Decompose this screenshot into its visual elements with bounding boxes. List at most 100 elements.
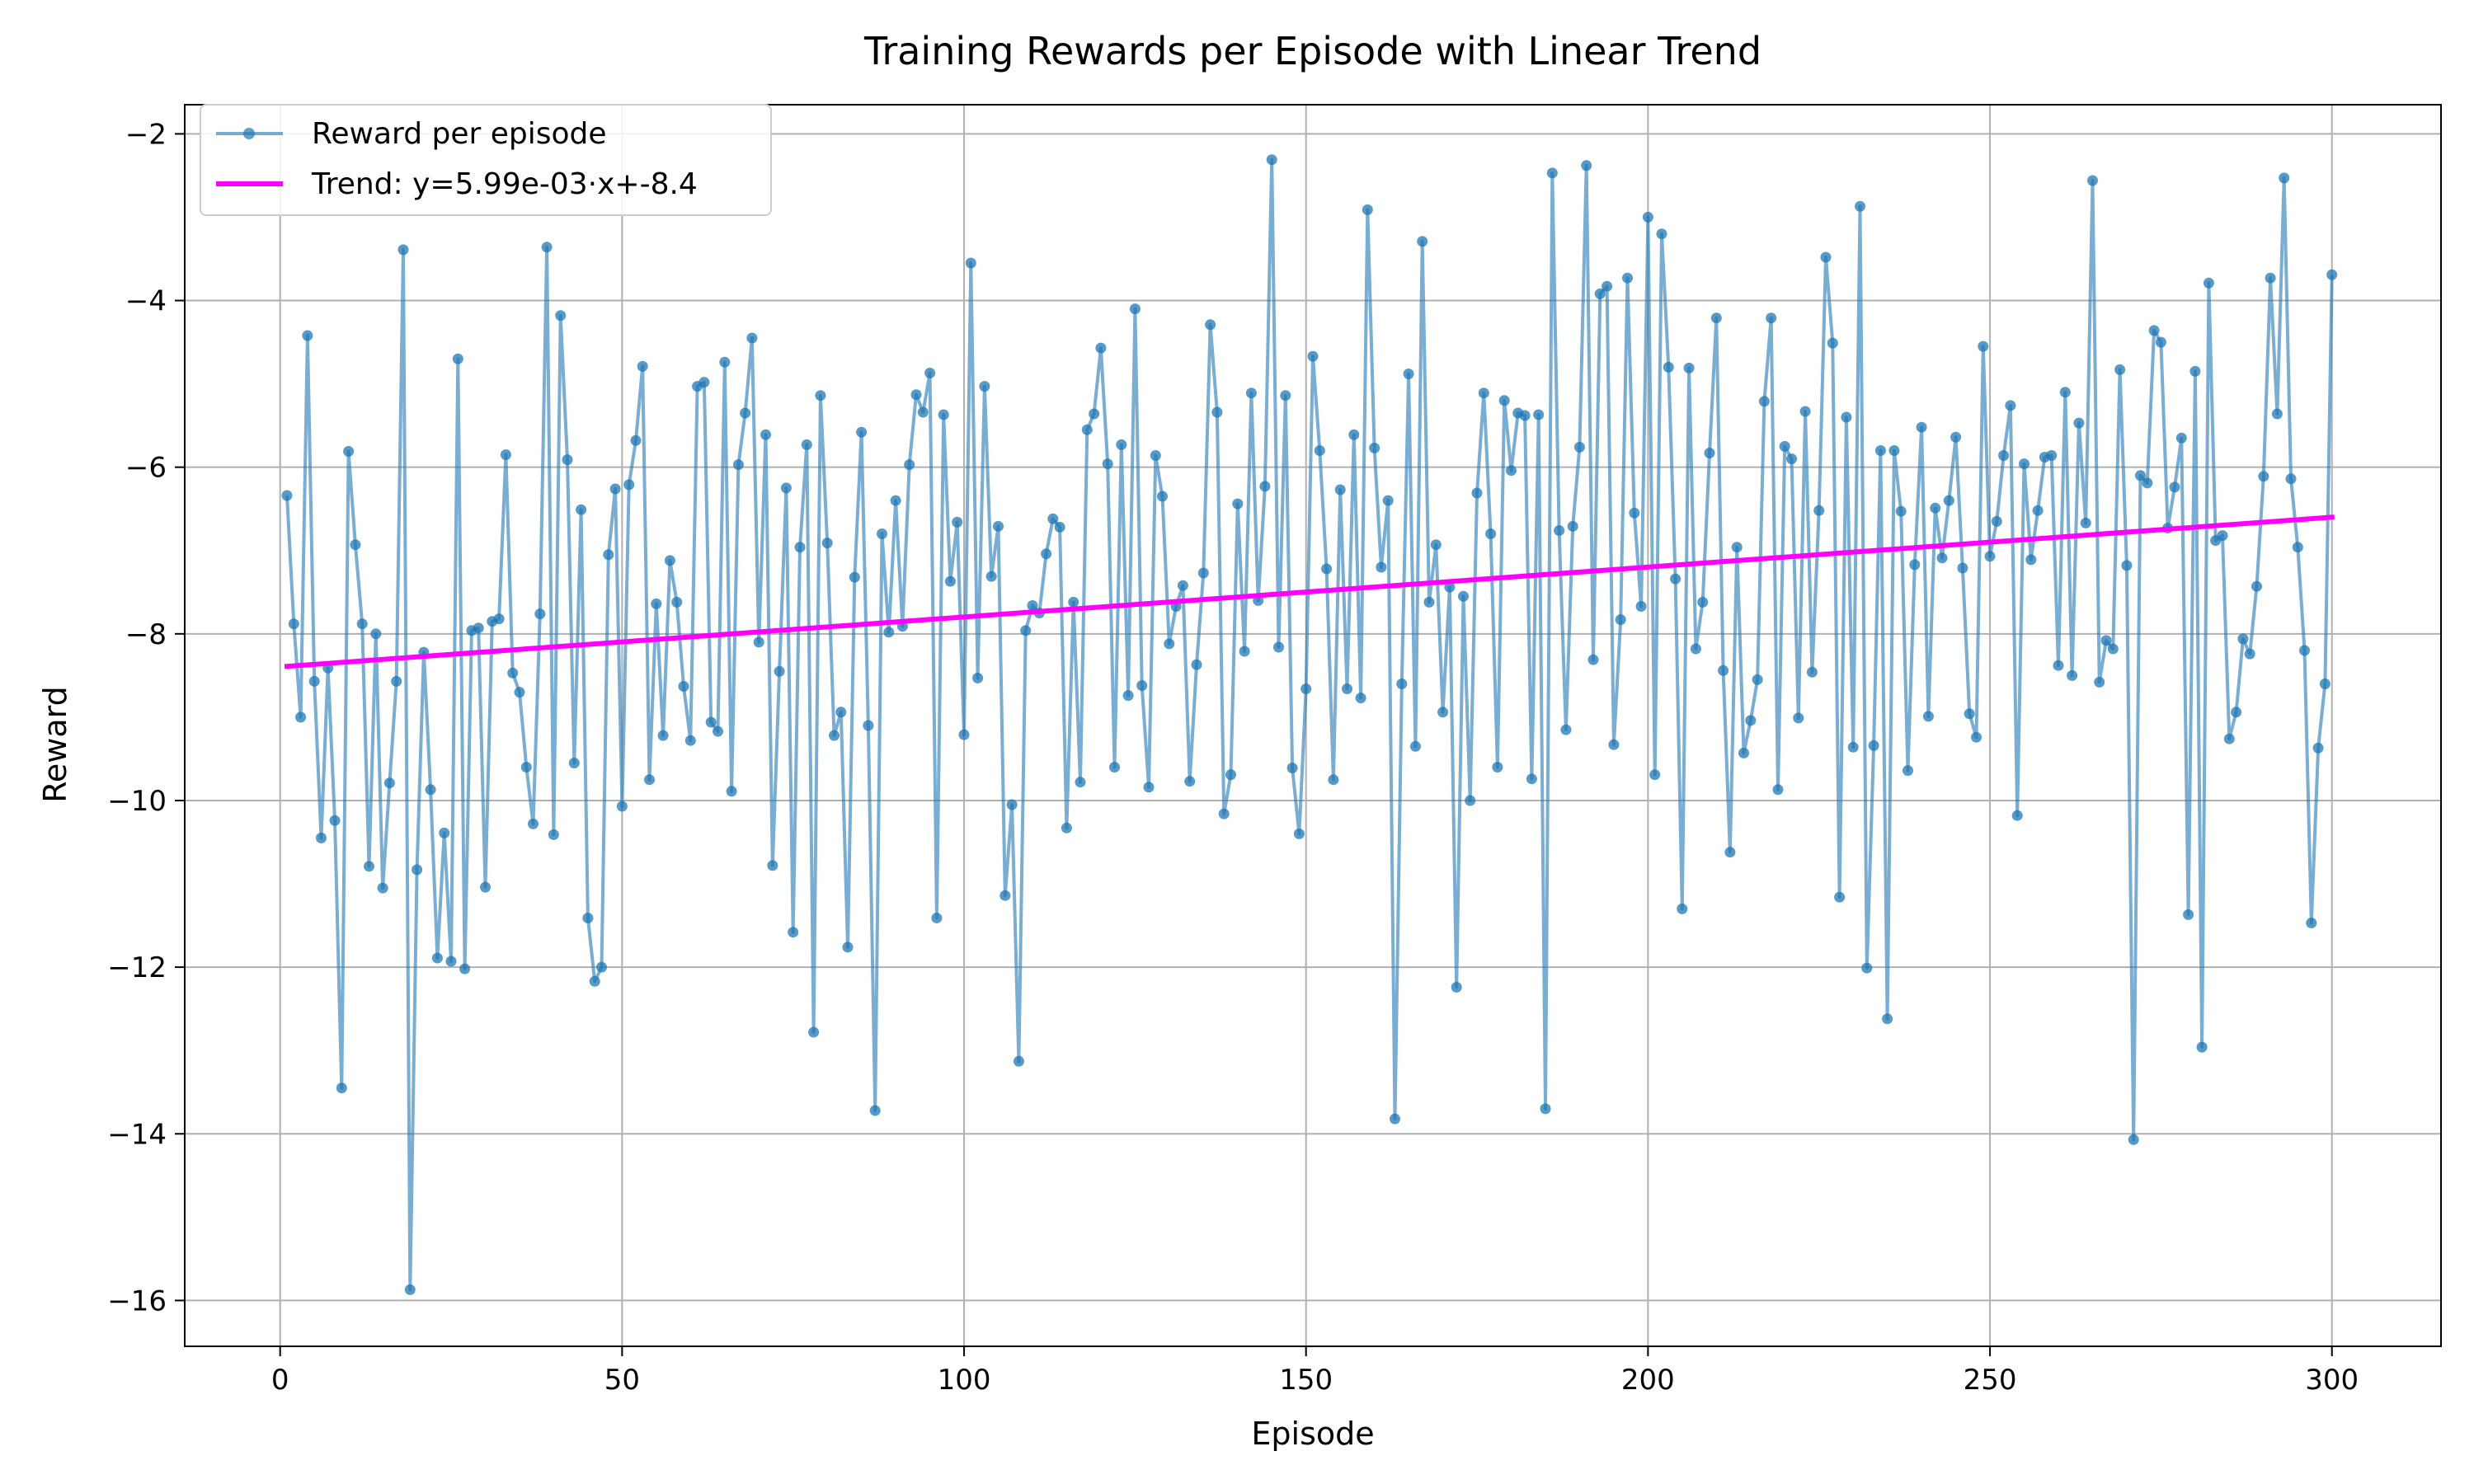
reward-point (1342, 683, 1352, 694)
y-axis-title: Reward (37, 686, 73, 803)
reward-point (425, 784, 436, 796)
reward-point (2114, 364, 2126, 375)
reward-point (1492, 762, 1503, 773)
reward-point (2100, 635, 2112, 646)
reward-point (1861, 962, 1873, 974)
reward-point (767, 860, 778, 871)
reward-point (842, 942, 854, 953)
reward-point (1540, 1103, 1551, 1115)
reward-point (514, 687, 525, 698)
reward-point (609, 483, 621, 495)
reward-point (1922, 711, 1934, 722)
reward-point (1936, 552, 1948, 564)
reward-point (1718, 665, 1729, 676)
reward-point (493, 613, 505, 625)
reward-point (1245, 387, 1257, 399)
reward-point (2265, 272, 2276, 284)
reward-point (1710, 312, 1722, 324)
reward-point (1075, 777, 1086, 788)
reward-point (562, 454, 573, 466)
plot-frame (184, 104, 2442, 1347)
reward-point (753, 636, 764, 648)
reward-point (2271, 408, 2283, 420)
reward-point (944, 575, 956, 587)
reward-point (1300, 683, 1312, 694)
reward-point (1820, 251, 1832, 263)
x-tick-label: 0 (271, 1364, 289, 1397)
y-tick-label: −14 (107, 1118, 167, 1151)
reward-point (910, 389, 922, 401)
reward-point (2203, 277, 2214, 289)
reward-point (2175, 432, 2187, 444)
reward-point (582, 913, 594, 923)
reward-point (288, 618, 299, 630)
reward-point (555, 310, 567, 322)
reward-point (1635, 601, 1647, 612)
reward-point (1943, 495, 1954, 506)
reward-point (1615, 614, 1626, 626)
reward-point (2258, 471, 2269, 482)
reward-point (1396, 679, 1408, 689)
reward-point (1855, 200, 1865, 212)
reward-point (1307, 350, 1319, 362)
reward-point (726, 786, 737, 797)
reward-point (1533, 409, 1545, 420)
reward-point (2080, 517, 2091, 528)
reward-point (1916, 421, 1927, 433)
reward-point (1129, 303, 1141, 315)
reward-point (329, 815, 341, 826)
reward-point (1089, 408, 1100, 420)
reward-point (1369, 442, 1380, 453)
reward-point (1546, 167, 1558, 179)
reward-point (2189, 365, 2201, 377)
reward-point (1280, 390, 1291, 402)
reward-point (1554, 525, 1565, 536)
reward-point (1957, 562, 1968, 574)
reward-point (780, 482, 792, 494)
y-tick-label: −8 (125, 618, 167, 651)
reward-point (439, 827, 450, 838)
reward-point (1560, 724, 1572, 735)
reward-point (1649, 769, 1661, 781)
x-tick-label: 250 (1964, 1364, 2017, 1397)
reward-point (2292, 542, 2303, 553)
reward-point (391, 675, 402, 687)
reward-point (1581, 160, 1592, 171)
reward-point (2087, 175, 2098, 186)
reward-point (815, 390, 826, 402)
reward-point (2279, 172, 2290, 184)
reward-point (856, 426, 868, 438)
reward-point (1321, 563, 1333, 575)
reward-point (383, 777, 395, 789)
reward-point (1444, 581, 1456, 593)
reward-point (1293, 828, 1305, 839)
reward-point (377, 882, 388, 894)
axes: 0 50 100 150 200 250 300 −16 −14 −12 −10 −8 −6 −4 −2 (107, 118, 2359, 1397)
reward-point (2285, 473, 2297, 485)
reward-point (1150, 450, 1161, 461)
reward-point (2142, 477, 2153, 489)
reward-point (2251, 580, 2262, 592)
reward-point (1205, 319, 1216, 331)
reward-point (1013, 1055, 1024, 1067)
reward-point (644, 774, 655, 786)
reward-point (835, 707, 847, 718)
reward-point (1109, 762, 1120, 773)
reward-point (1670, 573, 1681, 585)
reward-point (2299, 645, 2310, 656)
reward-point (678, 681, 689, 692)
reward-point (1102, 458, 1113, 470)
reward-point (1656, 228, 1667, 240)
reward-point (2107, 643, 2119, 655)
reward-point (1526, 773, 1537, 785)
reward-point (1006, 799, 1018, 810)
legend-box (200, 104, 772, 216)
reward-point (1978, 340, 1989, 352)
reward-point (794, 542, 806, 553)
reward-point (2067, 669, 2078, 681)
reward-point (1519, 410, 1531, 421)
trend-line (284, 514, 2335, 669)
reward-point (1882, 1013, 1893, 1025)
reward-point (698, 377, 710, 388)
reward-point (548, 829, 559, 840)
